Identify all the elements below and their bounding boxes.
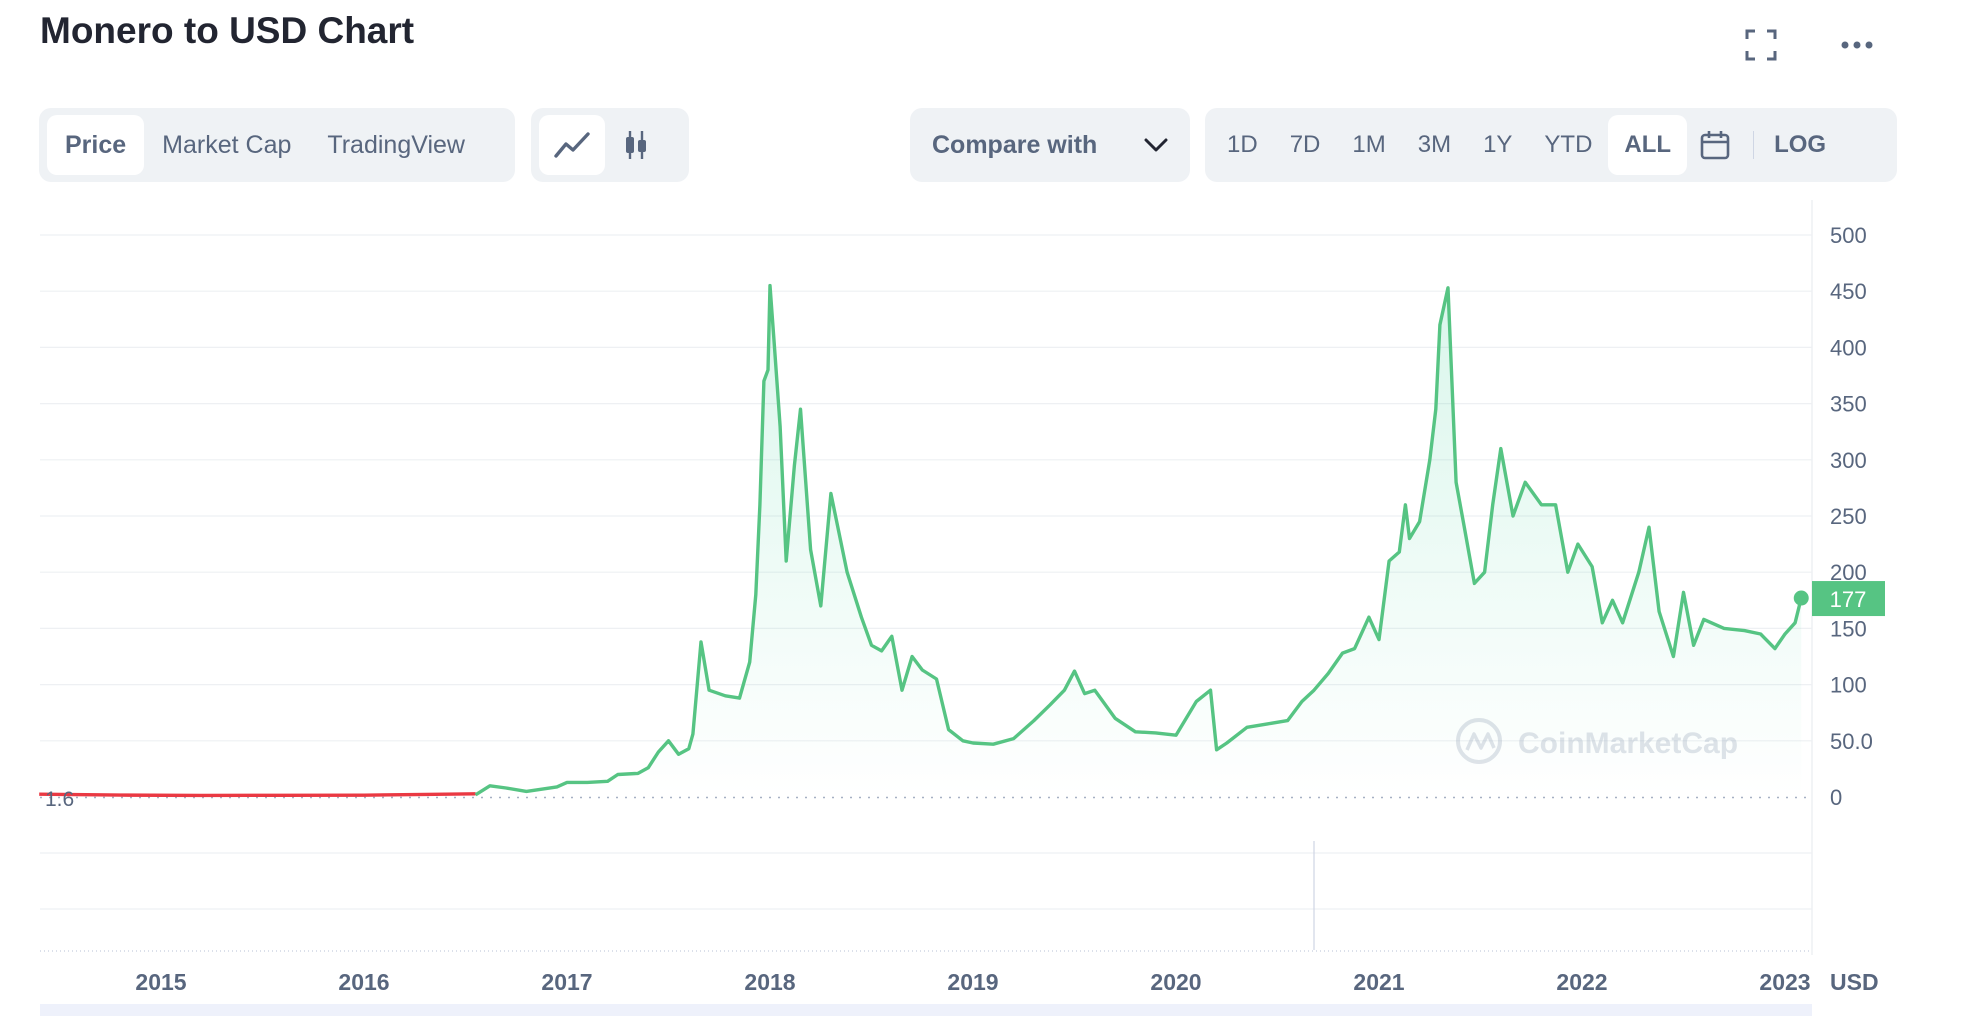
- range-7d[interactable]: 7D: [1289, 131, 1321, 158]
- current-price-badge: [1812, 581, 1885, 617]
- x-tick-label: 2021: [1353, 969, 1404, 995]
- log-scale-toggle[interactable]: LOG: [1774, 131, 1827, 158]
- y-tick-label: 100: [1830, 673, 1867, 698]
- y-tick-label: 50.0: [1830, 729, 1873, 754]
- y-tick-label: 250: [1830, 504, 1867, 529]
- fullscreen-icon: [1745, 29, 1777, 61]
- fullscreen-button[interactable]: [1737, 21, 1785, 69]
- chart-mode-tabs: Price Market Cap TradingView: [39, 108, 515, 182]
- y-tick-label: 350: [1830, 392, 1867, 417]
- date-picker-button[interactable]: [1687, 115, 1743, 175]
- y-tick-label: 200: [1830, 560, 1867, 585]
- candlestick-icon: [626, 131, 646, 159]
- tab-market-cap[interactable]: Market Cap: [162, 130, 292, 159]
- tab-price[interactable]: Price: [47, 115, 145, 175]
- x-tick-label: 2020: [1150, 969, 1201, 995]
- line-chart-button[interactable]: [539, 115, 605, 175]
- x-tick-label: 2023: [1759, 969, 1810, 995]
- price-line: [474, 283, 1803, 797]
- toolbar-divider: [1753, 131, 1755, 159]
- y-tick-label: 0: [1830, 785, 1842, 810]
- calendar-icon: [1700, 131, 1730, 160]
- line-chart-icon: [554, 132, 590, 158]
- chevron-down-icon: [1144, 138, 1168, 152]
- y-tick-label: 500: [1830, 223, 1867, 248]
- x-tick-label: 2017: [541, 969, 592, 995]
- range-3m[interactable]: 3M: [1417, 131, 1452, 158]
- x-tick-label: 2015: [135, 969, 186, 995]
- currency-label: USD: [1830, 969, 1879, 995]
- x-tick-label: 2018: [744, 969, 795, 995]
- y-tick-label: 300: [1830, 448, 1867, 473]
- page-title: Monero to USD Chart: [40, 10, 415, 51]
- y-tick-label: 450: [1830, 279, 1867, 304]
- compare-with-dropdown[interactable]: Compare with: [910, 108, 1190, 182]
- x-tick-label: 2019: [947, 969, 998, 995]
- chart-type-toggle: [531, 108, 689, 182]
- current-price-dot: [1793, 590, 1809, 606]
- more-options-button[interactable]: [1833, 21, 1881, 69]
- y-tick-label: 400: [1830, 335, 1867, 360]
- tab-tradingview[interactable]: TradingView: [327, 130, 465, 159]
- compare-with-label: Compare with: [932, 130, 1098, 159]
- more-icon: [1841, 41, 1873, 49]
- current-price-label: 177: [1830, 587, 1867, 612]
- x-tick-label: 2022: [1556, 969, 1607, 995]
- range-all[interactable]: ALL: [1608, 115, 1688, 175]
- x-tick-label: 2016: [338, 969, 389, 995]
- candlestick-button[interactable]: [605, 115, 667, 175]
- price-area-fill: [475, 285, 1802, 797]
- time-range-tabs: 1D 7D 1M 3M 1Y YTD ALL LOG: [1205, 108, 1897, 182]
- range-ytd[interactable]: YTD: [1544, 131, 1593, 158]
- range-1m[interactable]: 1M: [1352, 131, 1386, 158]
- y-tick-label: 150: [1830, 616, 1867, 641]
- start-price-label: 1.6: [45, 788, 74, 811]
- price-line-below-start: [39, 792, 476, 798]
- range-scroller: [40, 1004, 1812, 1016]
- range-1y[interactable]: 1Y: [1483, 131, 1513, 158]
- range-1d[interactable]: 1D: [1227, 131, 1258, 158]
